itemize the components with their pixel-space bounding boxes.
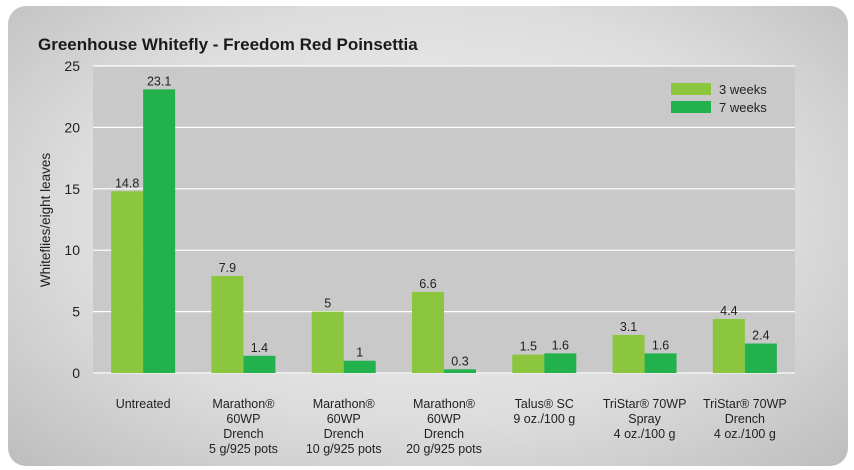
y-axis-label: Whiteflies/eight leaves	[38, 153, 53, 288]
y-tick-label: 25	[64, 58, 80, 74]
category-label: TriStar® 70WP Drench 4 oz./100 g	[703, 397, 787, 441]
legend-swatch	[671, 101, 711, 113]
data-label: 4.4	[720, 304, 737, 318]
bar	[311, 311, 344, 373]
y-tick-label: 20	[64, 119, 80, 135]
data-label: 7.9	[219, 261, 236, 275]
bar	[343, 360, 376, 373]
legend-label: 3 weeks	[719, 82, 767, 97]
data-label: 2.4	[752, 329, 769, 343]
category-label: Marathon® 60WP Drench 20 g/925 pots	[406, 397, 482, 456]
category-label: Marathon® 60WP Drench 10 g/925 pots	[306, 397, 382, 456]
data-label: 6.6	[419, 277, 436, 291]
bar	[544, 353, 577, 373]
category-label: Untreated	[116, 397, 171, 411]
bar	[444, 369, 476, 373]
bar	[712, 318, 745, 373]
bar	[412, 291, 444, 373]
bar	[612, 334, 645, 373]
y-tick-label: 0	[72, 365, 80, 381]
y-tick-label: 10	[64, 242, 80, 258]
data-label: 1	[356, 346, 363, 360]
data-label: 1.6	[552, 338, 569, 352]
bar	[512, 354, 545, 373]
data-label: 1.4	[251, 341, 268, 355]
category-label: Talus® SC 9 oz./100 g	[513, 397, 575, 426]
data-label: 5	[324, 297, 331, 311]
bar	[744, 343, 777, 373]
bar	[211, 275, 244, 373]
bar	[644, 353, 677, 373]
data-label: 1.6	[652, 338, 669, 352]
y-tick-label: 15	[64, 181, 80, 197]
bar	[111, 191, 144, 373]
data-label: 3.1	[620, 320, 637, 334]
category-label: Marathon® 60WP Drench 5 g/925 pots	[209, 397, 278, 456]
data-label: 23.1	[147, 74, 171, 88]
y-tick-label: 5	[72, 304, 80, 320]
legend-swatch	[671, 83, 711, 95]
legend-label: 7 weeks	[719, 100, 767, 115]
data-label: 0.3	[451, 354, 468, 368]
category-label: TriStar® 70WP Spray 4 oz./100 g	[603, 397, 687, 441]
bar	[243, 355, 276, 373]
data-label: 14.8	[115, 176, 139, 190]
chart-title: Greenhouse Whitefly - Freedom Red Poinse…	[38, 35, 418, 54]
bar	[143, 89, 176, 373]
data-label: 1.5	[520, 340, 537, 354]
